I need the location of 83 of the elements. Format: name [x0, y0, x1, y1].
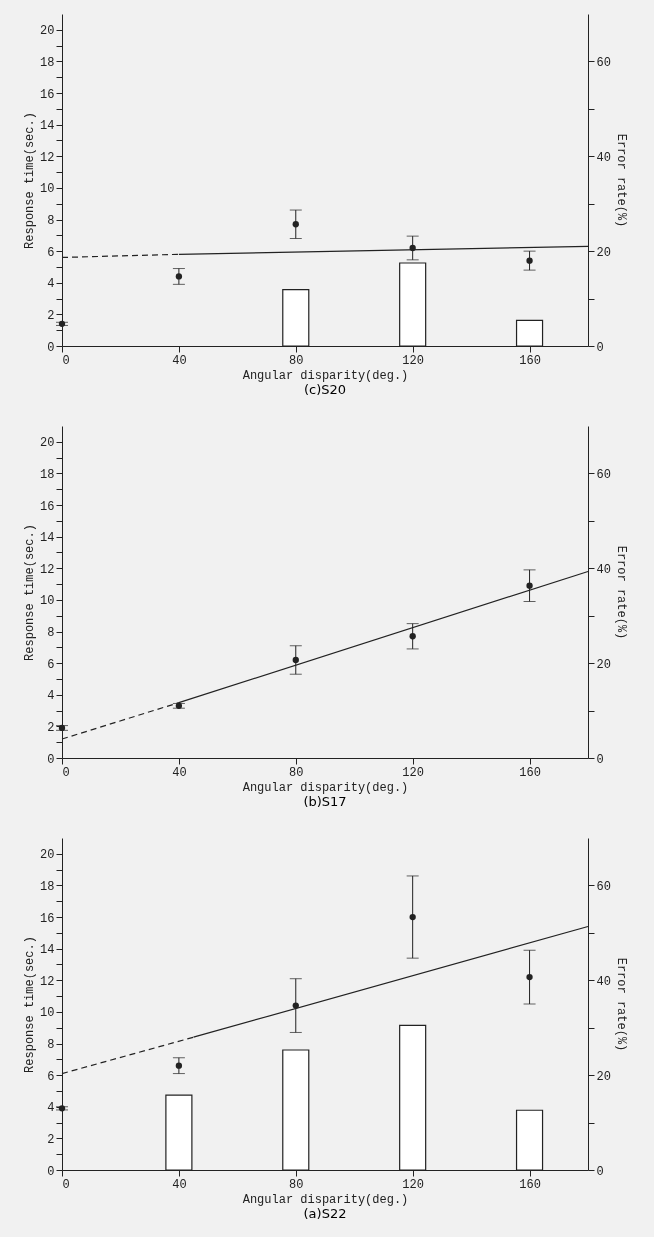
x-tick-label: 80 [289, 353, 304, 368]
y-tick-label: 16 [40, 911, 55, 926]
text: (b)S17 [303, 794, 347, 809]
y-tick-label: 4 [47, 277, 55, 292]
y-tick-label: 6 [47, 1069, 55, 1084]
y-tick-label: 20 [40, 24, 55, 39]
y-tick-label: 0 [47, 752, 55, 767]
y-tick-label: 16 [40, 499, 55, 514]
text: (a)S22 [303, 1206, 347, 1221]
y-tick-label: 8 [47, 626, 55, 641]
y2-axis-title: Error rate(%) [613, 133, 628, 228]
x-tick-label: 160 [519, 765, 541, 780]
y-tick-label: 14 [40, 943, 55, 958]
point [526, 582, 533, 589]
y-tick-label: 12 [40, 562, 55, 577]
y2-tick-label: 40 [596, 562, 611, 577]
point [526, 257, 533, 264]
y-tick-label: 18 [40, 467, 55, 482]
x-axis-title: Angular disparity(deg.) [242, 780, 409, 795]
x-tick-label: 0 [62, 353, 70, 368]
y-tick-label: 4 [47, 689, 55, 704]
point [292, 1002, 299, 1009]
x-axis-title: Angular disparity(deg.) [242, 368, 409, 383]
y-tick-label: 6 [47, 245, 55, 260]
y2-tick-label: 40 [596, 974, 611, 989]
x-tick-label: 40 [172, 765, 187, 780]
y-tick-label: 4 [47, 1101, 55, 1116]
y-tick-label: 0 [47, 1164, 55, 1179]
x-tick-label: 80 [289, 1177, 304, 1192]
y-tick-label: 2 [47, 1132, 55, 1147]
y2-tick-label: 60 [596, 879, 611, 894]
x-tick-label: 80 [289, 765, 304, 780]
y2-tick-label: 0 [596, 340, 604, 355]
x-tick-label: 40 [172, 353, 187, 368]
y-tick-label: 20 [40, 436, 55, 451]
x-tick-label: 0 [62, 765, 70, 780]
y-tick-label: 8 [47, 1038, 55, 1053]
point [526, 973, 533, 981]
y-tick-label: 10 [40, 182, 55, 197]
y-axis-title: Response time(sec.) [23, 112, 38, 249]
y2-axis-title: Error rate(%) [613, 957, 628, 1052]
point [409, 633, 416, 640]
y-tick-label: 18 [40, 55, 55, 70]
y-tick-label: 6 [47, 657, 55, 672]
y2-tick-label: 60 [596, 467, 611, 482]
y-axis-title: Response time(sec.) [23, 936, 38, 1073]
x-axis-title: Angular disparity(deg.) [242, 1192, 409, 1207]
point [409, 244, 416, 252]
y-tick-label: 14 [40, 531, 55, 546]
y-tick-label: 14 [40, 119, 55, 134]
y2-tick-label: 20 [596, 245, 611, 260]
point [175, 1062, 183, 1069]
y-tick-label: 20 [40, 848, 55, 863]
y-tick-label: 10 [40, 1006, 55, 1021]
x-tick-label: 160 [519, 1177, 541, 1192]
x-tick-label: 0 [62, 1177, 70, 1192]
y2-tick-label: 40 [596, 150, 611, 165]
y-tick-label: 18 [40, 879, 55, 894]
point [409, 913, 416, 921]
point [292, 656, 299, 664]
point [175, 273, 183, 280]
y-tick-label: 12 [40, 974, 55, 989]
x-tick-label: 40 [172, 1177, 187, 1192]
y-tick-label: 16 [40, 87, 55, 102]
y2-tick-label: 60 [596, 55, 611, 70]
y-tick-label: 0 [47, 340, 55, 355]
y-tick-label: 2 [47, 308, 55, 323]
y-tick-label: 2 [47, 720, 55, 735]
text: (c)S20 [303, 382, 347, 397]
x-tick-label: 160 [519, 353, 541, 368]
y-axis-title: Response time(sec.) [23, 524, 38, 661]
y-tick-label: 10 [40, 594, 55, 609]
y2-axis-title: Error rate(%) [613, 545, 628, 640]
point [292, 221, 299, 228]
x-tick-label: 120 [402, 765, 424, 780]
y2-tick-label: 0 [596, 752, 604, 767]
y2-tick-label: 0 [596, 1164, 604, 1179]
y-tick-label: 12 [40, 150, 55, 165]
y-tick-label: 8 [47, 214, 55, 229]
x-tick-label: 120 [402, 1177, 424, 1192]
y2-tick-label: 20 [596, 657, 611, 672]
y2-tick-label: 20 [596, 1069, 611, 1084]
x-tick-label: 120 [402, 353, 424, 368]
